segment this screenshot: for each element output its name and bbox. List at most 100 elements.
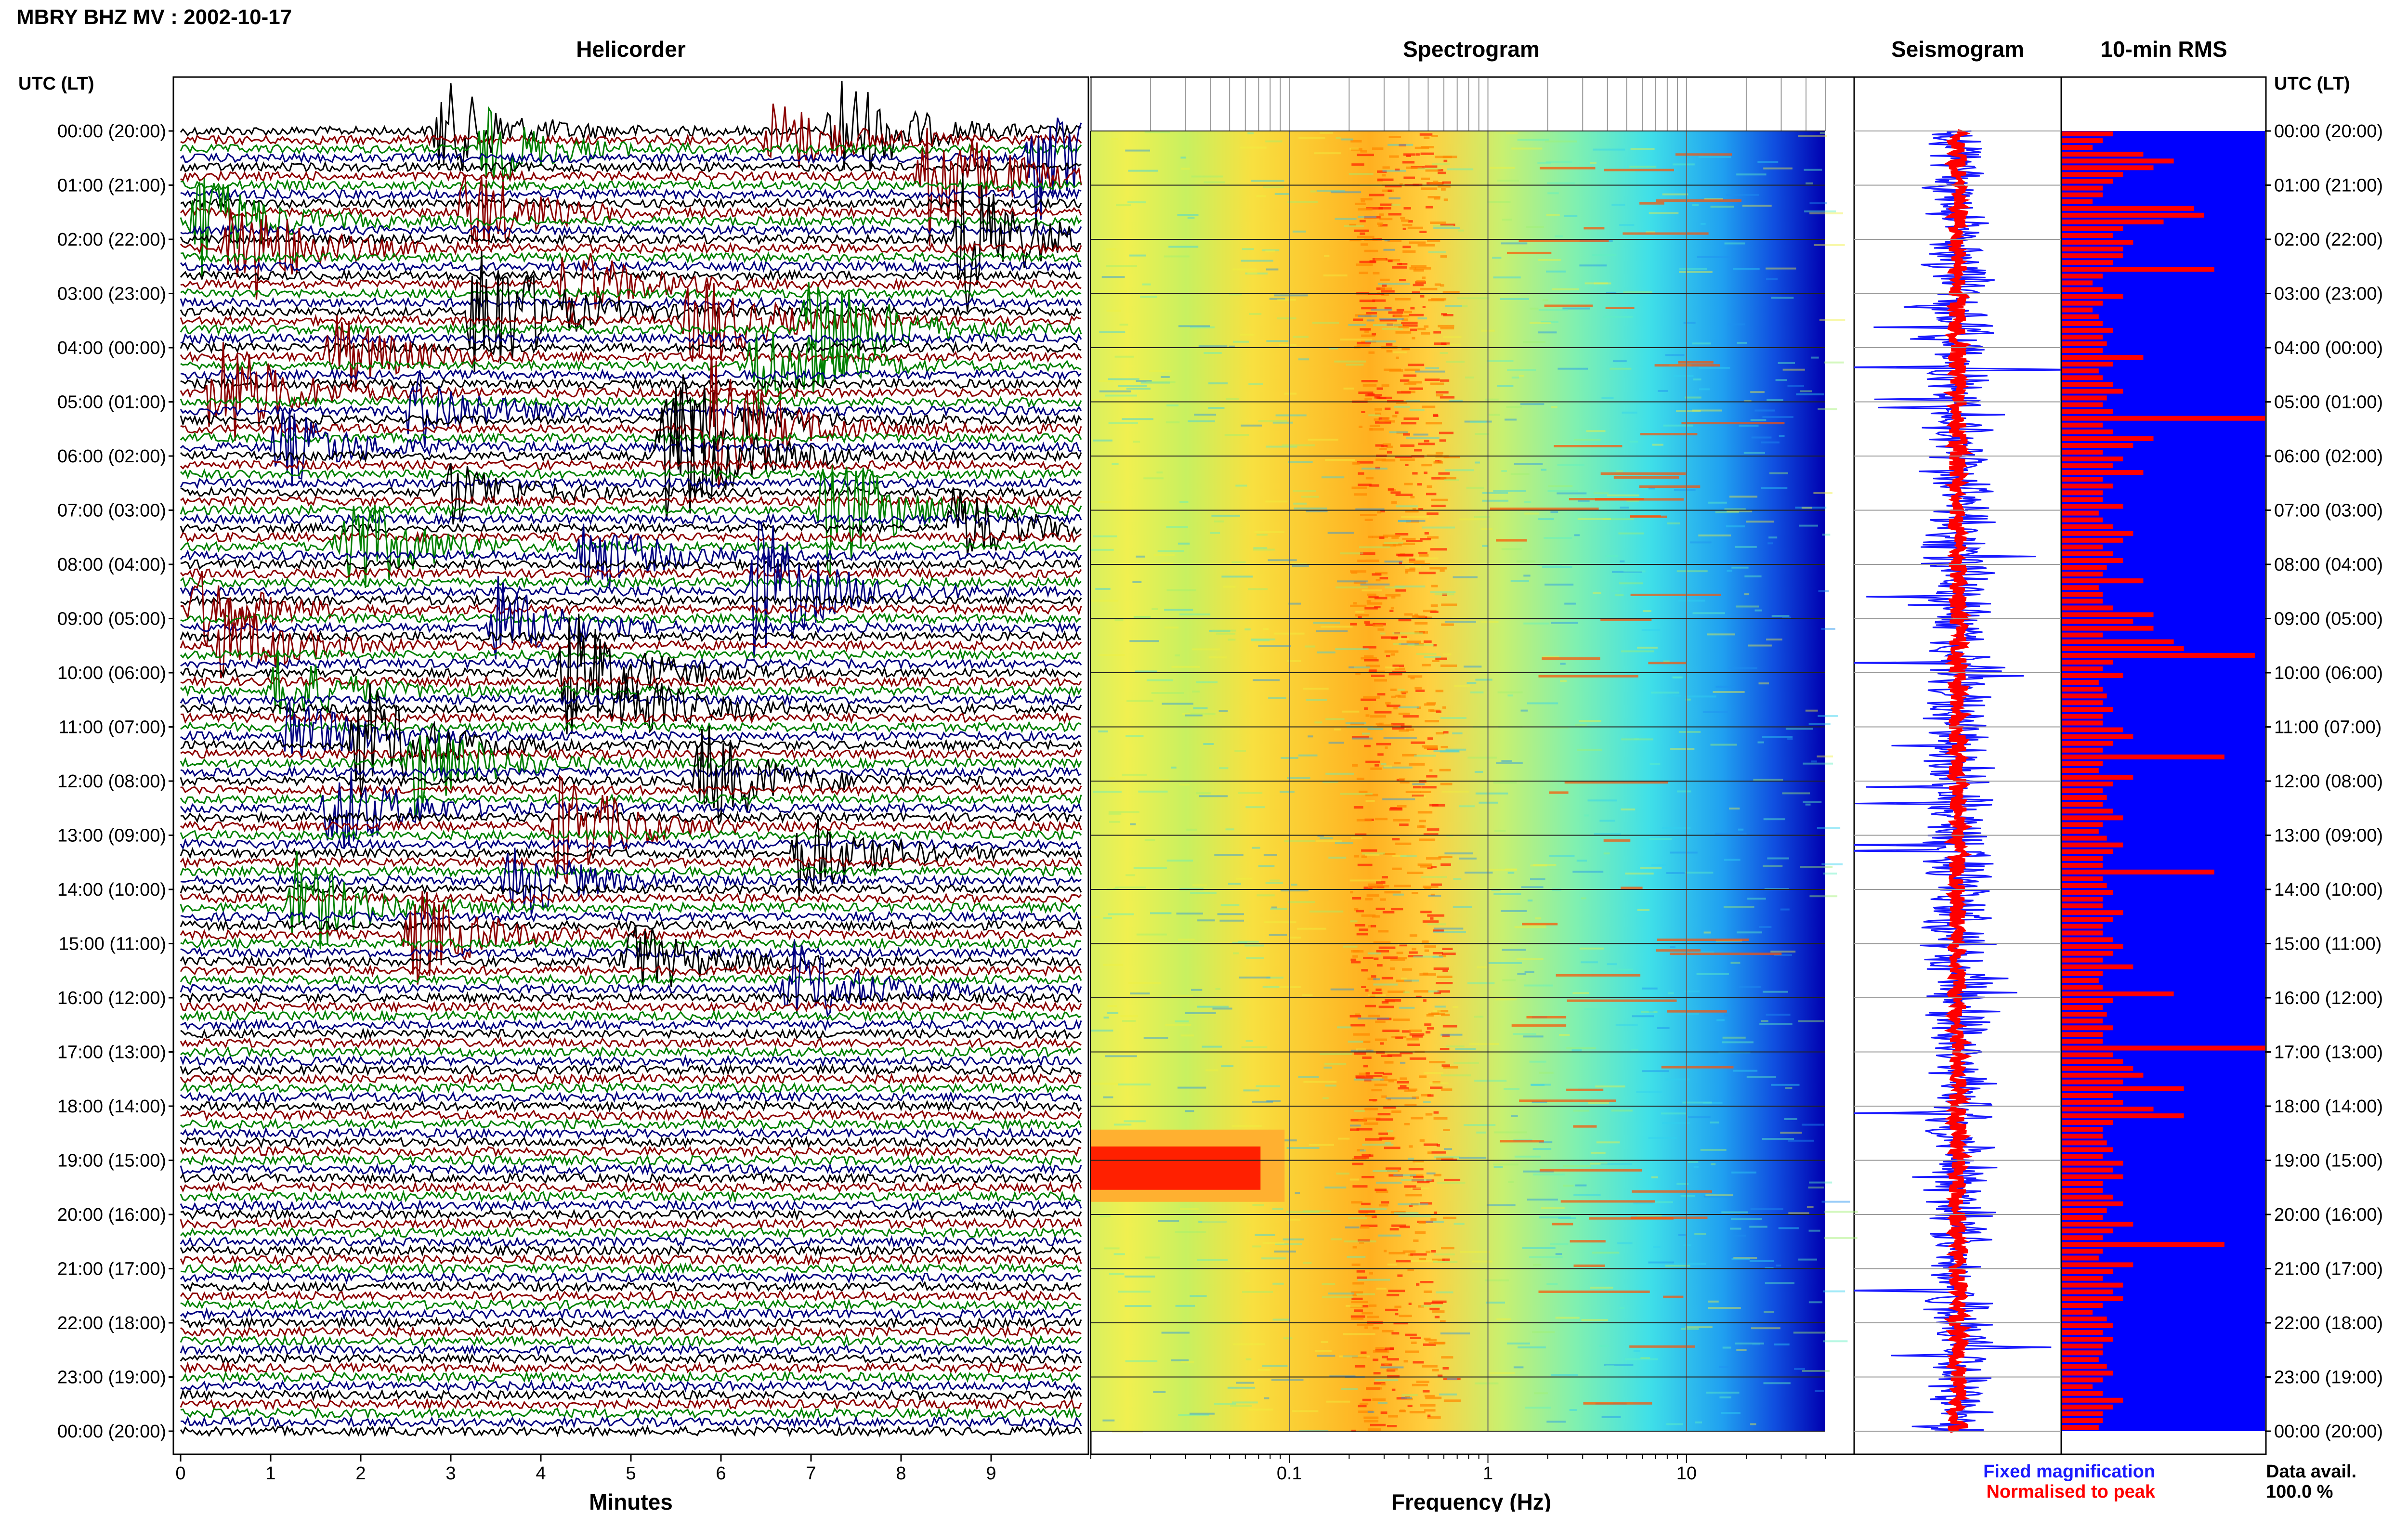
spectrogram-cell bbox=[1824, 1237, 1858, 1239]
spectrogram-cell bbox=[1375, 907, 1385, 910]
spectrogram-cell bbox=[1122, 773, 1147, 776]
spectrogram-cell bbox=[1091, 916, 1100, 918]
spectrogram-cell bbox=[1465, 872, 1493, 874]
spectrogram-cell bbox=[1502, 219, 1512, 221]
spectrogram-cell bbox=[1440, 284, 1444, 287]
spectrogram-cell bbox=[1749, 1260, 1774, 1262]
spectrogram-cell bbox=[1702, 711, 1728, 713]
spectrogram-cell bbox=[1605, 1365, 1615, 1367]
spectrogram-cell bbox=[1658, 390, 1668, 392]
spectrogram-cell bbox=[1353, 602, 1357, 605]
spectrogram-cell bbox=[1693, 378, 1701, 380]
helicorder-trace bbox=[180, 1172, 1082, 1185]
spectrogram-cell bbox=[1398, 712, 1410, 715]
spectrogram-cell bbox=[1426, 828, 1440, 831]
spectrogram-cell bbox=[1803, 801, 1822, 803]
spectrogram-cell bbox=[1813, 492, 1832, 494]
frequency-axis-label: Frequency (Hz) bbox=[1391, 1489, 1551, 1512]
helicorder-trace bbox=[180, 964, 1082, 978]
spectrogram-cell bbox=[1208, 407, 1225, 409]
spectrogram-cell bbox=[1605, 307, 1635, 309]
spectrogram-cell bbox=[1578, 499, 1590, 502]
spectrogram-cell bbox=[1371, 674, 1385, 677]
spectrogram-cell bbox=[1406, 520, 1419, 523]
spectrogram-cell bbox=[1385, 1142, 1391, 1144]
rms-bar bbox=[2062, 1154, 2103, 1159]
rms-bar bbox=[2062, 1228, 2113, 1234]
spectrogram-cell bbox=[1443, 1066, 1458, 1069]
spectrogram-cell bbox=[1363, 696, 1380, 699]
spectrogram-cell bbox=[1719, 1366, 1729, 1368]
spectrogram-cell bbox=[1533, 864, 1557, 866]
spectrogram-cell bbox=[1383, 853, 1396, 855]
spectrogram-cell bbox=[1384, 891, 1401, 894]
rms-bar bbox=[2062, 619, 2133, 624]
spectrogram-cell bbox=[1196, 792, 1211, 795]
spectrogram-cell bbox=[1522, 1247, 1556, 1249]
spectrogram-cell bbox=[1375, 444, 1385, 447]
spectrogram-cell bbox=[1394, 632, 1400, 635]
spectrogram-cell bbox=[1534, 917, 1542, 920]
spectrogram-cell bbox=[1335, 648, 1369, 651]
spectrogram-cell bbox=[1615, 594, 1624, 597]
spectrogram-cell bbox=[1424, 656, 1441, 658]
spectrogram-cell bbox=[1626, 500, 1639, 502]
spectrogram-cell bbox=[1358, 208, 1373, 211]
spectrogram-cell bbox=[1736, 173, 1767, 176]
spectrogram-cell bbox=[1322, 1097, 1329, 1099]
spectrogram-cell bbox=[1209, 629, 1230, 632]
spectrogram-cell bbox=[1358, 1410, 1374, 1413]
spectrogram-cell bbox=[1497, 385, 1514, 387]
spectrogram-cell bbox=[1382, 798, 1415, 800]
spectrogram-cell bbox=[1362, 1056, 1372, 1059]
spectrogram-cell bbox=[1488, 414, 1500, 416]
spectrogram-cell bbox=[1422, 745, 1438, 748]
spectrogram-cell bbox=[1442, 969, 1448, 972]
spectrogram-cell bbox=[1507, 694, 1513, 697]
spectrogram-cell bbox=[1162, 703, 1193, 705]
spectrogram-cell bbox=[1771, 1083, 1800, 1086]
legend-normalised-to-peak: Normalised to peak bbox=[1986, 1482, 2155, 1502]
spectrogram-cell bbox=[1322, 781, 1338, 783]
spectrogram-cell bbox=[1388, 1252, 1406, 1254]
spectrogram-cell bbox=[1418, 1305, 1424, 1308]
spectrogram-cell bbox=[1152, 608, 1158, 610]
spectrogram-cell bbox=[1354, 924, 1365, 927]
spectrogram-cell bbox=[1358, 472, 1364, 475]
spectrogram-cell bbox=[1407, 1044, 1420, 1046]
spectrogram-cell bbox=[1384, 561, 1403, 563]
spectrogram-cell bbox=[1431, 1012, 1440, 1015]
spectrogram-cell bbox=[1774, 1343, 1790, 1345]
spectrogram-cell bbox=[1433, 927, 1464, 930]
spectrogram-cell bbox=[1387, 1130, 1393, 1133]
helicorder-trace bbox=[180, 991, 1082, 1005]
spectrogram-cell bbox=[1426, 512, 1439, 515]
spectrogram-cell bbox=[1502, 949, 1526, 951]
spectrogram-cell bbox=[1315, 1350, 1332, 1352]
rms-bar bbox=[2062, 1235, 2103, 1240]
spectrogram-cell bbox=[1391, 723, 1405, 726]
spectrogram-cell bbox=[1303, 688, 1329, 690]
helicorder-trace bbox=[180, 910, 1082, 923]
spectrogram-cell bbox=[1399, 144, 1406, 146]
spectrogram-cell bbox=[1427, 1414, 1431, 1417]
spectrogram-cell bbox=[1541, 321, 1558, 323]
spectrogram-cell bbox=[1762, 416, 1793, 418]
spectrogram-cell bbox=[1352, 955, 1358, 958]
spectrogram-cell bbox=[1416, 706, 1421, 709]
spectrogram-cell bbox=[1489, 1372, 1516, 1374]
spectrogram-cell bbox=[1501, 470, 1507, 472]
spectrogram-cell bbox=[1557, 367, 1588, 370]
spectrogram-cell bbox=[1360, 198, 1373, 201]
helicorder-trace bbox=[180, 174, 1082, 248]
spectrogram-cell bbox=[1665, 1078, 1690, 1081]
spectrogram-cell bbox=[1668, 992, 1674, 994]
rms-bar bbox=[2062, 145, 2093, 150]
spectrogram-cell bbox=[1511, 1115, 1518, 1117]
spectrogram-cell bbox=[1436, 391, 1449, 394]
spectrogram-cell bbox=[1402, 754, 1417, 757]
spectrogram-cell bbox=[1251, 638, 1276, 640]
spectrogram-cell bbox=[1166, 404, 1179, 406]
spectrogram-cell bbox=[1171, 994, 1193, 997]
spectrogram-cell bbox=[1379, 318, 1404, 320]
